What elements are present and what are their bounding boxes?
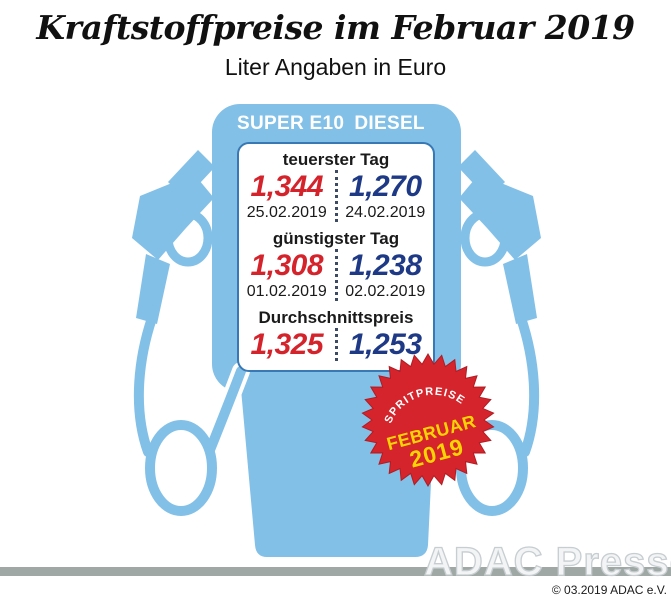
price-value: 1,308 <box>250 249 324 282</box>
column-label-diesel: DIESEL <box>354 113 425 134</box>
super-e10-cell: 1,308 01.02.2019 <box>239 249 338 301</box>
section-label: teuerster Tag <box>282 150 390 169</box>
price-value: 1,344 <box>250 170 324 203</box>
section-most-expensive-day: teuerster Tag 1,344 25.02.2019 1,270 24.… <box>239 149 433 222</box>
price-value: 1,270 <box>348 170 422 203</box>
price-value: 1,253 <box>348 328 422 361</box>
price-date: 24.02.2019 <box>345 204 426 221</box>
super-e10-cell: 1,325 <box>239 328 338 361</box>
nozzle-right-icon <box>458 150 541 324</box>
column-label-super-e10: SUPER E10 <box>237 113 345 134</box>
section-average-price: Durchschnittspreis 1,325 1,253 <box>239 307 433 361</box>
price-value: 1,325 <box>250 328 324 361</box>
section-cheapest-day: günstigster Tag 1,308 01.02.2019 1,238 0… <box>239 228 433 301</box>
fuel-column-header: SUPER E10 DIESEL <box>237 111 435 137</box>
diesel-cell: 1,270 24.02.2019 <box>338 170 434 222</box>
price-panel: teuerster Tag 1,344 25.02.2019 1,270 24.… <box>237 142 435 372</box>
super-e10-cell: 1,344 25.02.2019 <box>239 170 338 222</box>
diesel-cell: 1,238 02.02.2019 <box>338 249 434 301</box>
price-date: 02.02.2019 <box>345 283 426 300</box>
copyright-note: © 03.2019 ADAC e.V. <box>551 583 667 597</box>
diesel-cell: 1,253 <box>338 328 434 361</box>
nozzle-left-icon <box>132 150 215 324</box>
price-value: 1,238 <box>348 249 422 282</box>
section-label: günstigster Tag <box>272 229 400 248</box>
adac-presse-watermark: ADAC Presse <box>423 539 671 584</box>
badge-starburst <box>361 352 495 488</box>
footer-bar <box>0 567 671 576</box>
hose-left-icon <box>133 313 246 516</box>
section-label: Durchschnittspreis <box>258 308 414 327</box>
spritpreise-badge: SPRITPREISE FEBRUAR 2019 <box>361 352 495 488</box>
price-date: 01.02.2019 <box>246 283 327 300</box>
page-subtitle: Liter Angaben in Euro <box>224 54 447 80</box>
page-title: Kraftstoffpreise im Februar 2019 <box>36 8 635 47</box>
price-date: 25.02.2019 <box>246 204 327 221</box>
